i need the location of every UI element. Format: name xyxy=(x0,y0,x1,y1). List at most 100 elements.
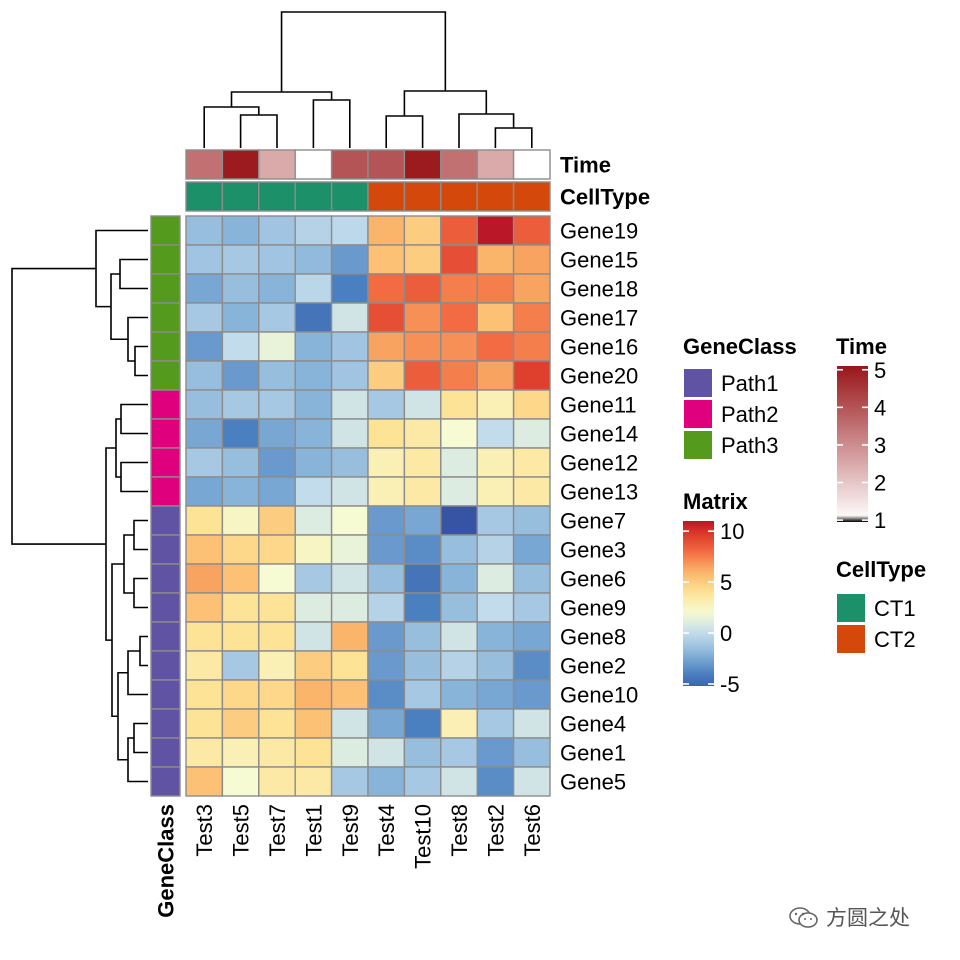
geneclass-legend-swatch xyxy=(684,431,712,459)
row-label: Gene19 xyxy=(560,219,638,244)
heatmap-cell xyxy=(367,766,406,797)
heatmap-cell xyxy=(403,476,442,507)
heatmap-cell xyxy=(258,476,296,507)
heatmap-cell xyxy=(294,737,333,768)
geneclass-cell xyxy=(150,331,181,362)
heatmap-cell xyxy=(440,534,478,565)
row-label: Gene13 xyxy=(560,480,638,505)
geneclass-cell xyxy=(150,418,181,449)
heatmap-cell xyxy=(403,766,442,797)
heatmap-cell xyxy=(258,592,296,623)
heatmap-cell xyxy=(476,592,515,623)
geneclass-cell xyxy=(150,389,181,420)
heatmap-cell xyxy=(512,302,551,333)
dendrogram-branch xyxy=(123,534,134,594)
heatmap-cell xyxy=(476,273,515,304)
heatmap-cell xyxy=(258,331,296,362)
heatmap-cell xyxy=(221,679,260,710)
heatmap-cell xyxy=(476,679,515,710)
celltype-cell xyxy=(258,181,296,212)
heatmap-cell xyxy=(367,592,406,623)
heatmap-cell xyxy=(294,592,333,623)
heatmap-cell xyxy=(440,389,478,420)
heatmap-cell xyxy=(403,215,442,246)
heatmap-cell xyxy=(476,621,515,652)
heatmap-cell xyxy=(512,476,551,507)
heatmap-cell xyxy=(403,708,442,739)
heatmap-cell xyxy=(294,679,333,710)
row-label: Gene8 xyxy=(560,625,626,650)
time-grad-colorbar xyxy=(837,366,868,522)
heatmap-cell xyxy=(185,447,224,478)
heatmap-cell xyxy=(330,766,369,797)
heatmap-cell xyxy=(258,447,296,478)
heatmap-cell xyxy=(476,447,515,478)
watermark-text: 方圆之处 xyxy=(826,906,910,930)
colorbar-tick-label: 4 xyxy=(874,395,886,420)
heatmap-cell xyxy=(185,534,224,565)
heatmap-cell xyxy=(440,447,478,478)
heatmap-cell xyxy=(512,534,551,565)
geneclass-legend: GeneClass Path1 Path2 Path3 xyxy=(683,334,797,459)
geneclass-cell xyxy=(150,708,181,739)
time-cell xyxy=(258,149,296,180)
time-cell xyxy=(440,149,478,180)
heatmap-cell xyxy=(367,621,406,652)
heatmap-cell xyxy=(294,389,333,420)
heatmap-cell xyxy=(476,418,515,449)
heatmap-cell xyxy=(294,766,333,797)
geneclass-cell xyxy=(150,302,181,333)
heatmap-cell xyxy=(258,418,296,449)
celltype-cell xyxy=(294,181,333,212)
row-label: Gene4 xyxy=(560,712,626,737)
matrix-legend-title: Matrix xyxy=(683,489,749,514)
heatmap-cell xyxy=(367,679,406,710)
geneclass-cell xyxy=(150,766,181,797)
colorbar-tick-label: 0 xyxy=(720,621,732,646)
row-dendrogram xyxy=(11,229,148,783)
heatmap-cell xyxy=(221,418,260,449)
heatmap-cell xyxy=(403,650,442,681)
heatmap-cell xyxy=(476,650,515,681)
heatmap-cell xyxy=(185,679,224,710)
dendrogram-branch xyxy=(385,115,424,148)
heatmap-cell xyxy=(185,215,224,246)
heatmap-cell xyxy=(258,215,296,246)
row-label: Gene11 xyxy=(560,393,637,418)
heatmap-cell xyxy=(476,563,515,594)
heatmap-cell xyxy=(294,650,333,681)
heatmap-cell xyxy=(330,302,369,333)
colorbar-tick-label: 1 xyxy=(874,508,886,533)
dendrogram-branch xyxy=(127,737,148,783)
heatmap-cell xyxy=(512,592,551,623)
heatmap-cell xyxy=(294,302,333,333)
heatmap-cell xyxy=(403,389,442,420)
heatmap-cell xyxy=(185,621,224,652)
colorbar-tick-label: 10 xyxy=(720,519,744,544)
dendrogram-branch xyxy=(403,90,488,116)
row-label: Gene6 xyxy=(560,567,626,592)
heatmap-cell xyxy=(367,389,406,420)
heatmap-cell xyxy=(440,708,478,739)
heatmap-cell xyxy=(440,215,478,246)
heatmap-cell xyxy=(258,534,296,565)
heatmap-cell xyxy=(185,592,224,623)
row-label: Gene7 xyxy=(560,509,626,534)
geneclass-cell xyxy=(150,447,181,478)
heatmap-cell xyxy=(294,331,333,362)
geneclass-cell xyxy=(150,650,181,681)
heatmap-cell xyxy=(294,244,333,275)
celltype-cell xyxy=(330,181,369,212)
heatmap-cell xyxy=(440,650,478,681)
heatmap-cell xyxy=(403,302,442,333)
heatmap-cell xyxy=(330,563,369,594)
heatmap-cell xyxy=(258,360,296,391)
heatmap-cell xyxy=(221,621,260,652)
heatmap-cell xyxy=(367,737,406,768)
row-label: Gene15 xyxy=(560,248,638,273)
heatmap-cell xyxy=(258,505,296,536)
heatmap-cell xyxy=(185,273,224,304)
heatmap-cell xyxy=(330,273,369,304)
heatmap-cell xyxy=(512,331,551,362)
heatmap-cell xyxy=(403,360,442,391)
